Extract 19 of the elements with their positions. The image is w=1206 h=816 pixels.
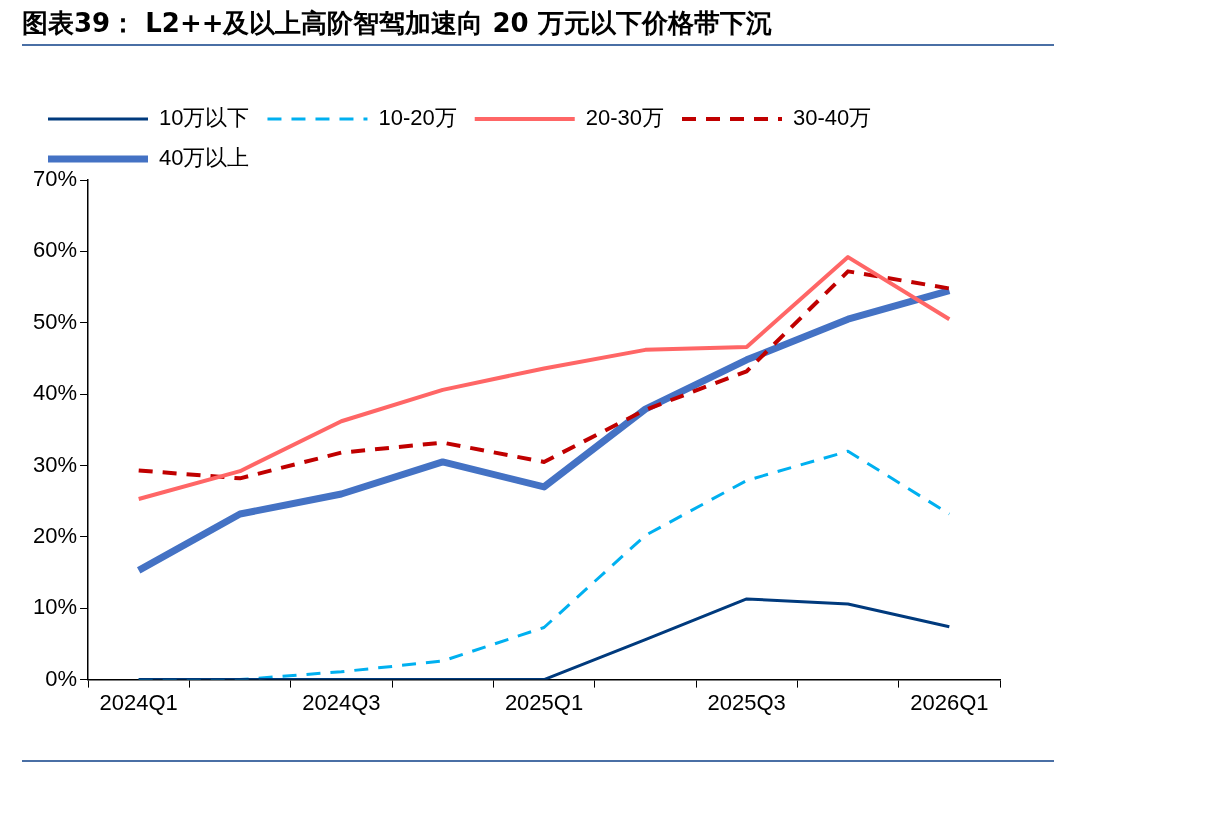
legend-label: 40万以上	[159, 145, 250, 171]
x-tick-label: 2024Q3	[302, 689, 381, 715]
y-tick-label: 20%	[32, 522, 78, 548]
legend-label: 20-30万	[585, 105, 665, 131]
y-tick-label: 70%	[32, 166, 78, 192]
y-tick-label: 0%	[45, 665, 78, 691]
chart-title: 图表39： L2++及以上高阶智驾加速向 20 万元以下价格带下沉	[22, 7, 772, 40]
y-tick-label: 60%	[32, 237, 78, 263]
x-tick-label: 2025Q3	[707, 689, 786, 715]
y-tick-label: 10%	[32, 594, 78, 620]
x-tick-label: 2024Q1	[99, 689, 178, 715]
y-tick-label: 30%	[32, 451, 78, 477]
y-tick-label: 40%	[32, 380, 78, 406]
legend-label: 10-20万	[378, 105, 457, 131]
y-tick-label: 50%	[32, 308, 78, 334]
legend-label: 10万以下	[159, 105, 250, 131]
legend-label: 30-40万	[793, 105, 872, 131]
x-tick-label: 2025Q1	[504, 689, 584, 715]
x-tick-label: 2026Q1	[910, 689, 989, 715]
